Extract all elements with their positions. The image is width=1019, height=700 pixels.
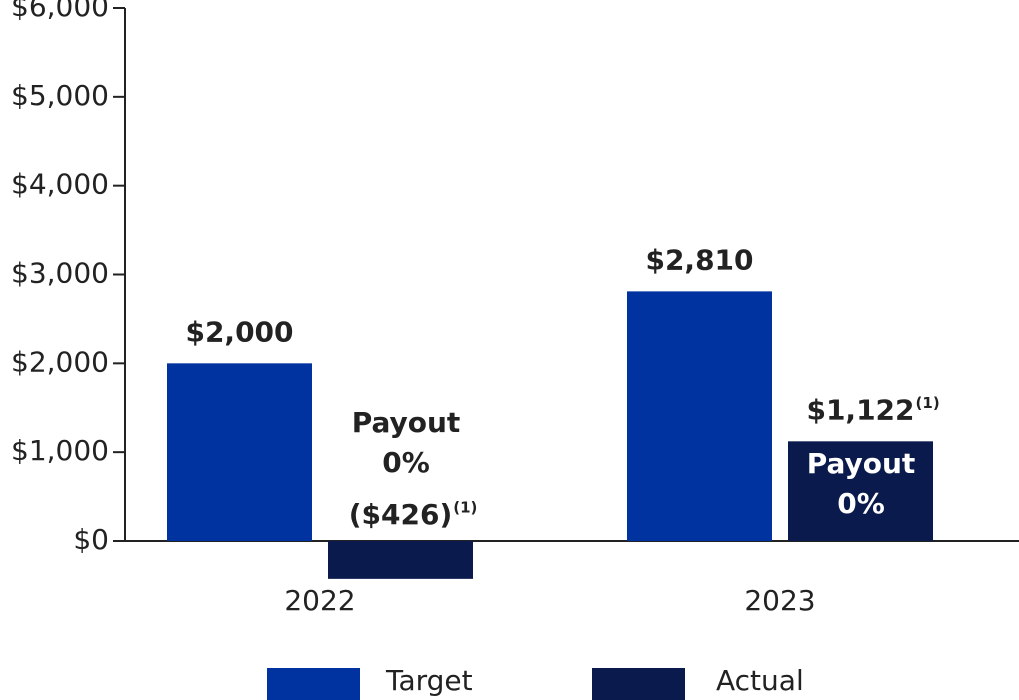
y-tick-label: $2,000 [11, 345, 109, 378]
annotation: 0% [382, 446, 430, 479]
x-tick-label: 2022 [284, 584, 355, 617]
value-label: $1,122 [806, 393, 914, 426]
legend-label: Actual [716, 664, 804, 697]
y-tick-label: $6,000 [11, 0, 109, 23]
bar [627, 291, 772, 541]
value-label: $2,810 [645, 243, 753, 276]
legend-label: Target [385, 664, 473, 697]
bar [167, 363, 312, 541]
value-label-note: (1) [453, 499, 477, 517]
annotation: Payout [352, 406, 461, 439]
value-label: ($426) [349, 498, 453, 531]
value-label-note: (1) [916, 394, 940, 412]
annotation: Payout [807, 447, 916, 480]
bar [788, 441, 933, 541]
legend-swatch [267, 668, 360, 700]
bar [328, 541, 473, 579]
y-tick-label: $1,000 [11, 434, 109, 467]
y-tick-label: $0 [73, 523, 109, 556]
y-tick-label: $3,000 [11, 257, 109, 290]
y-tick-label: $4,000 [11, 168, 109, 201]
annotation: 0% [837, 487, 885, 520]
x-tick-label: 2023 [744, 584, 815, 617]
y-tick-label: $5,000 [11, 79, 109, 112]
value-label: $2,000 [185, 315, 293, 348]
legend-swatch [592, 668, 685, 700]
